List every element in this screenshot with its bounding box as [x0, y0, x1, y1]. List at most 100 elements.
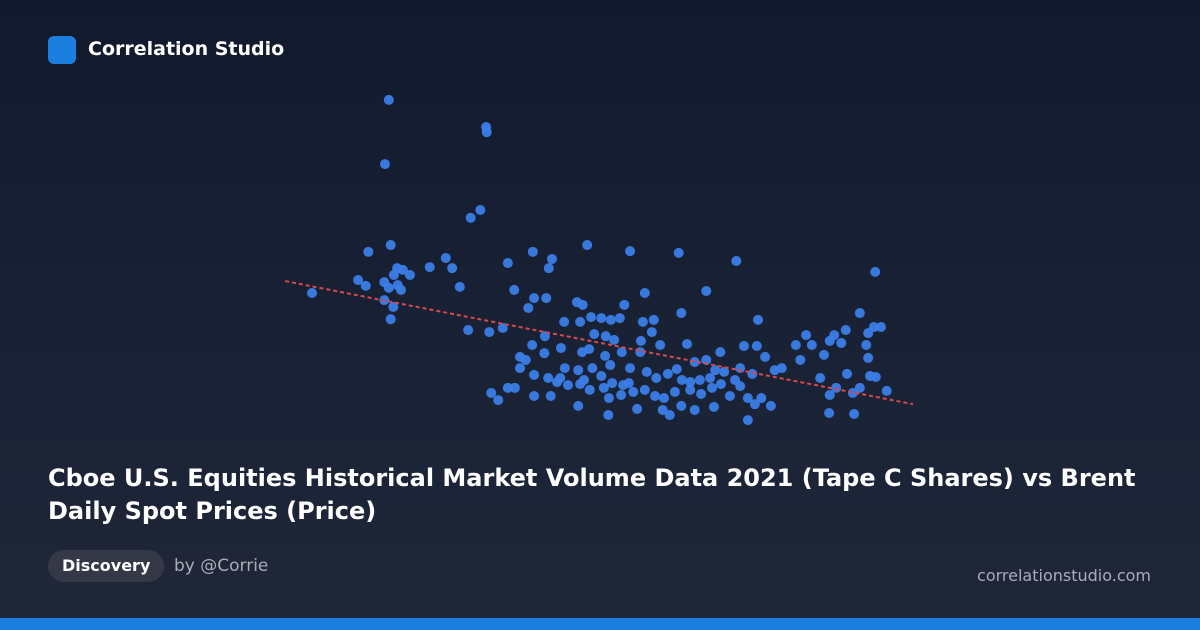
point	[600, 350, 611, 361]
point	[395, 284, 406, 295]
point	[481, 127, 492, 138]
point	[587, 363, 598, 374]
point	[650, 391, 661, 401]
point	[639, 287, 650, 298]
point	[710, 365, 721, 376]
point	[671, 364, 682, 375]
point	[509, 284, 520, 295]
point	[765, 400, 776, 411]
point	[696, 388, 707, 399]
chart-title: Cboe U.S. Equities Historical Market Vol…	[48, 464, 1136, 525]
point	[596, 313, 607, 324]
point	[824, 335, 835, 346]
point	[605, 314, 616, 325]
point	[559, 316, 570, 327]
point	[673, 247, 684, 258]
point	[824, 408, 835, 418]
point	[385, 240, 396, 251]
point	[657, 404, 668, 415]
point	[539, 331, 550, 342]
point	[701, 354, 712, 365]
point	[795, 354, 806, 365]
point	[579, 375, 589, 386]
point	[520, 354, 531, 365]
point	[575, 316, 586, 327]
point	[363, 246, 374, 257]
point	[463, 325, 474, 336]
point	[724, 391, 735, 401]
point	[625, 246, 636, 257]
point	[454, 281, 465, 292]
point	[664, 410, 675, 421]
point	[545, 391, 556, 401]
point	[527, 340, 538, 350]
point	[475, 205, 486, 216]
point	[486, 387, 497, 398]
point	[609, 334, 620, 345]
point	[715, 347, 726, 358]
point	[353, 275, 364, 286]
point	[756, 393, 767, 404]
point	[582, 240, 593, 251]
point	[447, 263, 458, 274]
point	[751, 341, 762, 352]
point	[776, 363, 787, 374]
point	[307, 287, 317, 298]
point	[529, 391, 540, 401]
author[interactable]: by @Corrie	[174, 556, 269, 576]
point	[547, 253, 557, 264]
point	[847, 387, 858, 398]
point	[397, 264, 408, 275]
point	[659, 393, 669, 404]
point	[648, 314, 659, 325]
tag[interactable]: Discovery	[48, 550, 165, 582]
point	[573, 365, 584, 376]
point	[635, 335, 646, 346]
point	[584, 344, 595, 355]
point	[742, 415, 753, 426]
point	[388, 301, 399, 312]
point	[861, 340, 872, 350]
point	[600, 331, 611, 342]
point	[707, 382, 717, 393]
point	[529, 293, 540, 304]
scatter-chart	[284, 94, 914, 426]
point	[651, 372, 662, 383]
point	[555, 343, 566, 354]
point	[662, 368, 673, 379]
point	[465, 212, 476, 223]
point	[360, 280, 371, 291]
point	[824, 389, 835, 400]
point	[484, 327, 495, 338]
point	[385, 314, 396, 325]
point	[870, 371, 881, 382]
point	[628, 386, 639, 397]
point	[523, 302, 534, 313]
point	[715, 379, 726, 390]
point	[493, 395, 504, 406]
point	[730, 375, 741, 386]
point	[543, 263, 554, 274]
point	[749, 399, 760, 410]
point	[614, 313, 625, 324]
point	[539, 348, 550, 359]
point	[404, 269, 415, 280]
point	[616, 389, 627, 400]
point	[676, 400, 687, 411]
point	[625, 363, 636, 374]
point	[577, 299, 588, 310]
point	[705, 372, 716, 383]
point	[543, 372, 554, 383]
point	[559, 363, 570, 374]
logo	[48, 36, 76, 64]
point	[440, 252, 451, 263]
point	[424, 262, 435, 273]
point	[806, 340, 817, 350]
point	[870, 266, 881, 277]
bottom-bar	[0, 618, 1200, 630]
point	[842, 368, 853, 379]
point	[616, 347, 627, 358]
point	[598, 382, 609, 393]
point	[669, 386, 680, 397]
